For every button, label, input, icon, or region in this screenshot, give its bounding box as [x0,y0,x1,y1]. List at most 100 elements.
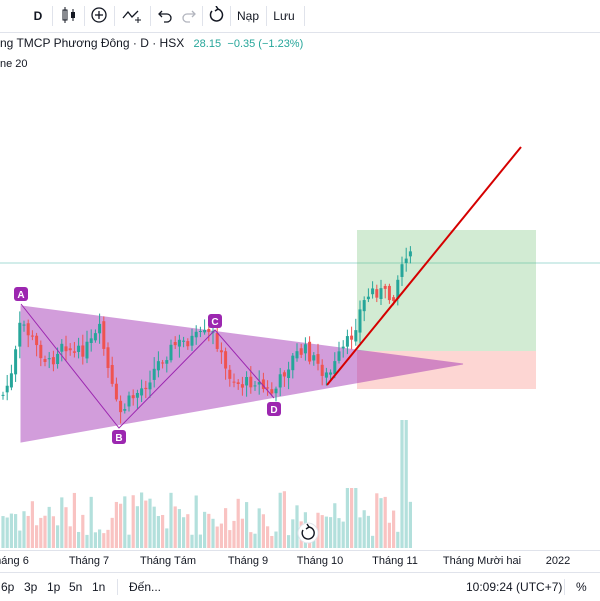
volume-bar [358,517,362,548]
pattern-marker-c[interactable]: C [208,314,222,328]
volume-bar [207,513,211,548]
candle-body [257,382,261,385]
candle-body [140,388,144,396]
abcd-pattern-line[interactable] [20,303,275,429]
symbol-title[interactable]: ng TMCP Phương Đông · D · HSX [0,36,185,50]
go-to-date-button[interactable]: Đến... [129,580,162,594]
range-3m-button[interactable]: 3p [24,580,38,594]
indicators-plus-icon[interactable] [88,4,110,28]
volume-bar [81,514,85,548]
volume-bar [337,518,341,548]
candle-body [106,347,110,368]
volume-bar [219,523,223,548]
volume-bar [282,491,286,548]
volume-bar [77,531,81,548]
range-5d-button[interactable]: 5n [69,580,83,594]
candlesticks [1,246,412,424]
candle-body [274,388,278,394]
toolbar-divider [230,6,231,26]
time-axis-label: Tháng Mười hai [442,555,522,567]
candle-body [261,379,265,389]
candle-body [299,348,303,355]
volume-bar [249,532,253,548]
stop-zone[interactable] [357,351,536,389]
time-axis-label: Tháng 7 [68,555,110,567]
volume-bar [56,525,60,548]
clock[interactable]: 10:09:24 (UTC+7) [466,580,563,594]
range-1m-button[interactable]: 1p [47,580,61,594]
trend-line[interactable] [326,146,522,386]
candle-body [156,361,160,371]
toolbar-divider [304,6,305,26]
volume-bar [173,506,177,548]
candle-body [333,361,337,375]
candle-body [161,362,165,364]
volume-bar [408,501,412,548]
volume-bar [333,503,337,548]
reload-icon[interactable] [206,4,228,28]
percent-scale-button[interactable]: % [576,580,587,594]
pattern-marker-d[interactable]: D [267,402,281,416]
candle-body [30,335,34,337]
volume-bar [320,515,324,548]
candle-body [375,289,379,298]
candle-body [324,372,328,378]
compare-icon[interactable] [120,4,144,28]
volume-bar [68,526,72,548]
candle-body [81,345,85,357]
time-axis[interactable]: háng 6 Tháng 7 Tháng Tám Tháng 9 Tháng 1… [0,550,600,571]
toolbar-divider [117,579,118,595]
pattern-marker-a[interactable]: A [14,287,28,301]
volume-bar [72,492,76,548]
time-axis-label: Tháng 10 [296,555,344,567]
range-6m-button[interactable]: 6p [1,580,15,594]
volume-bar [1,516,5,548]
volume-bar [198,534,202,548]
interval-button[interactable]: D [33,9,43,23]
svg-text:D: D [270,405,277,416]
undo-icon[interactable] [154,4,176,28]
candle-body [219,350,223,353]
triangle-pattern[interactable] [20,305,464,443]
toolbar-divider [202,6,203,26]
volume-bar [261,514,265,548]
candle-body [282,372,286,377]
candle-body [186,341,190,347]
candle-body [144,387,148,390]
price-chart[interactable]: A B C D [0,33,600,573]
volume-bar [43,515,47,548]
price-change: −0.35 (−1.23%) [227,38,304,50]
volume-bar [14,514,18,548]
indicator-legend[interactable]: ne 20 [0,58,28,70]
volume-bar [379,498,383,548]
candle-body [354,330,358,342]
redo-icon[interactable] [178,4,200,28]
candle-body [35,335,39,346]
volume-bar [329,517,333,548]
volume-bar [102,533,106,548]
volume-bars [1,420,412,548]
volume-bar [270,535,274,548]
candle-body [39,344,43,359]
candle-body [312,355,316,361]
candle-body [56,353,60,364]
candle-body [266,387,270,389]
volume-bar [371,535,375,548]
candle-body [127,395,131,407]
volume-bar [257,508,261,548]
save-layout-button[interactable]: Lưu [273,9,295,23]
load-layout-button[interactable]: Nạp [236,9,259,23]
volume-bar [253,533,257,548]
pattern-marker-b[interactable]: B [112,430,126,444]
volume-bar [64,507,68,548]
range-1d-button[interactable]: 1n [92,580,106,594]
reset-chart-button[interactable] [297,522,319,544]
chart-type-candles-icon[interactable] [58,4,80,28]
volume-bar [232,520,236,548]
target-zone[interactable] [357,230,536,351]
top-toolbar: D Nạp Lưu [0,0,600,33]
candle-body [295,351,299,359]
volume-bar [354,488,358,548]
candle-body [308,341,312,362]
candle-body [215,333,219,349]
